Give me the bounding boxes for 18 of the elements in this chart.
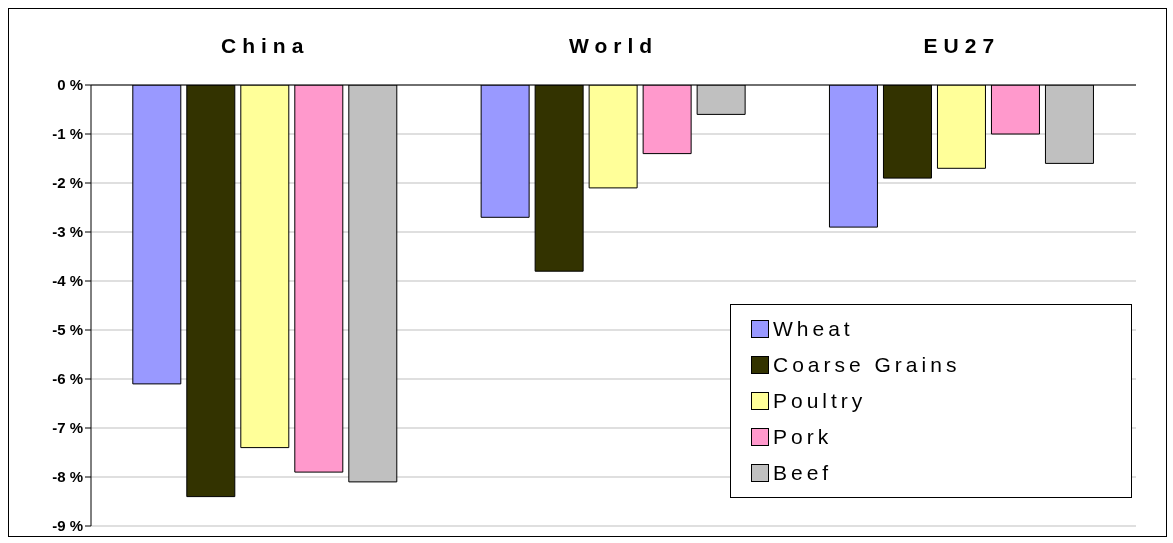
y-tick-label: -5 % [52, 321, 83, 339]
legend-label: Coarse Grains [773, 353, 961, 377]
y-tick-label: -4 % [52, 272, 83, 290]
y-tick-label: -8 % [52, 468, 83, 486]
y-tick-label: -1 % [52, 125, 83, 143]
y-tick-label: -9 % [52, 517, 83, 535]
legend-label: Poultry [773, 389, 867, 413]
x-tick-label: EU27 [923, 34, 1001, 57]
y-tick-label: -6 % [52, 370, 83, 388]
y-tick-label: -3 % [52, 223, 83, 241]
legend-label: Pork [773, 425, 833, 449]
y-tick-label: -7 % [52, 419, 83, 437]
legend-label: Wheat [773, 317, 854, 341]
x-tick-label: China [220, 34, 310, 57]
y-tick-label: -2 % [52, 174, 83, 192]
legend-label: Beef [773, 461, 833, 485]
x-tick-label: World [568, 34, 659, 57]
y-tick-label: 0 % [57, 76, 83, 94]
